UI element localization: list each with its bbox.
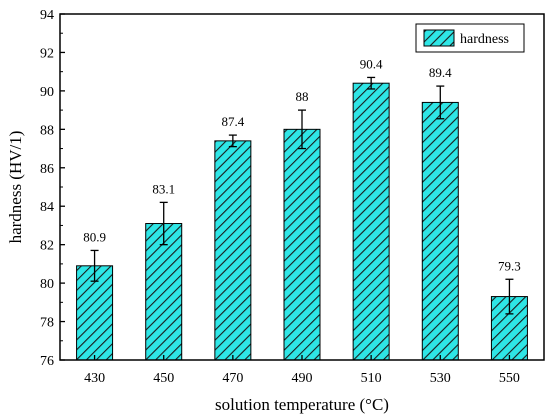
x-tick-label-490: 490: [292, 371, 313, 386]
x-axis: 430 450 470 490 510 530 550: [84, 355, 520, 386]
legend: hardness: [415, 23, 525, 53]
x-axis-label: solution temperature (°C): [215, 395, 389, 414]
value-label-470: 87.4: [221, 114, 244, 129]
error-bar-470: [228, 134, 237, 148]
value-label-530: 89.4: [429, 65, 452, 80]
error-bar-530: [436, 85, 445, 120]
error-bar-490: [298, 109, 306, 150]
value-label-550: 79.3: [498, 258, 521, 273]
value-label-510: 90.4: [360, 56, 383, 71]
x-tick-label-430: 430: [84, 371, 105, 386]
x-tick-label-530: 530: [430, 371, 451, 386]
y-tick-label-92: 92: [40, 46, 54, 61]
value-label-490: 88: [296, 89, 309, 104]
y-tick-label-88: 88: [40, 123, 54, 138]
legend-swatch: [423, 29, 455, 47]
bar-510: [352, 82, 390, 361]
value-label-450: 83.1: [152, 181, 175, 196]
bar-450: [145, 223, 183, 361]
value-label-430: 80.9: [83, 229, 106, 244]
legend-label: hardness: [460, 32, 509, 47]
y-axis: 76 78 80 82 84 86 88 90 92 94: [40, 8, 65, 369]
x-tick-label-510: 510: [361, 371, 382, 386]
bar-530: [421, 101, 459, 361]
error-bar-430: [90, 249, 99, 282]
y-tick-label-84: 84: [40, 200, 54, 215]
y-tick-label-90: 90: [40, 85, 54, 100]
error-bars: [90, 76, 514, 315]
y-tick-label-78: 78: [40, 316, 54, 331]
y-tick-label-82: 82: [40, 239, 54, 254]
y-tick-label-80: 80: [40, 277, 54, 292]
x-tick-label-550: 550: [499, 371, 520, 386]
x-tick-label-470: 470: [222, 371, 243, 386]
error-bar-550: [505, 278, 514, 315]
x-tick-label-450: 450: [153, 371, 174, 386]
y-tick-label-76: 76: [40, 354, 54, 369]
bar-470: [214, 140, 252, 361]
error-bar-510: [367, 76, 376, 90]
y-axis-label: hardness (HV/1): [6, 131, 25, 244]
y-tick-label-86: 86: [40, 162, 54, 177]
bars: [76, 82, 528, 361]
error-bar-450: [159, 201, 168, 246]
value-labels: 80.9 83.1 87.4 88 90.4 89.4 79.3: [83, 56, 521, 273]
y-tick-label-94: 94: [40, 8, 54, 23]
bar-490: [283, 128, 321, 361]
